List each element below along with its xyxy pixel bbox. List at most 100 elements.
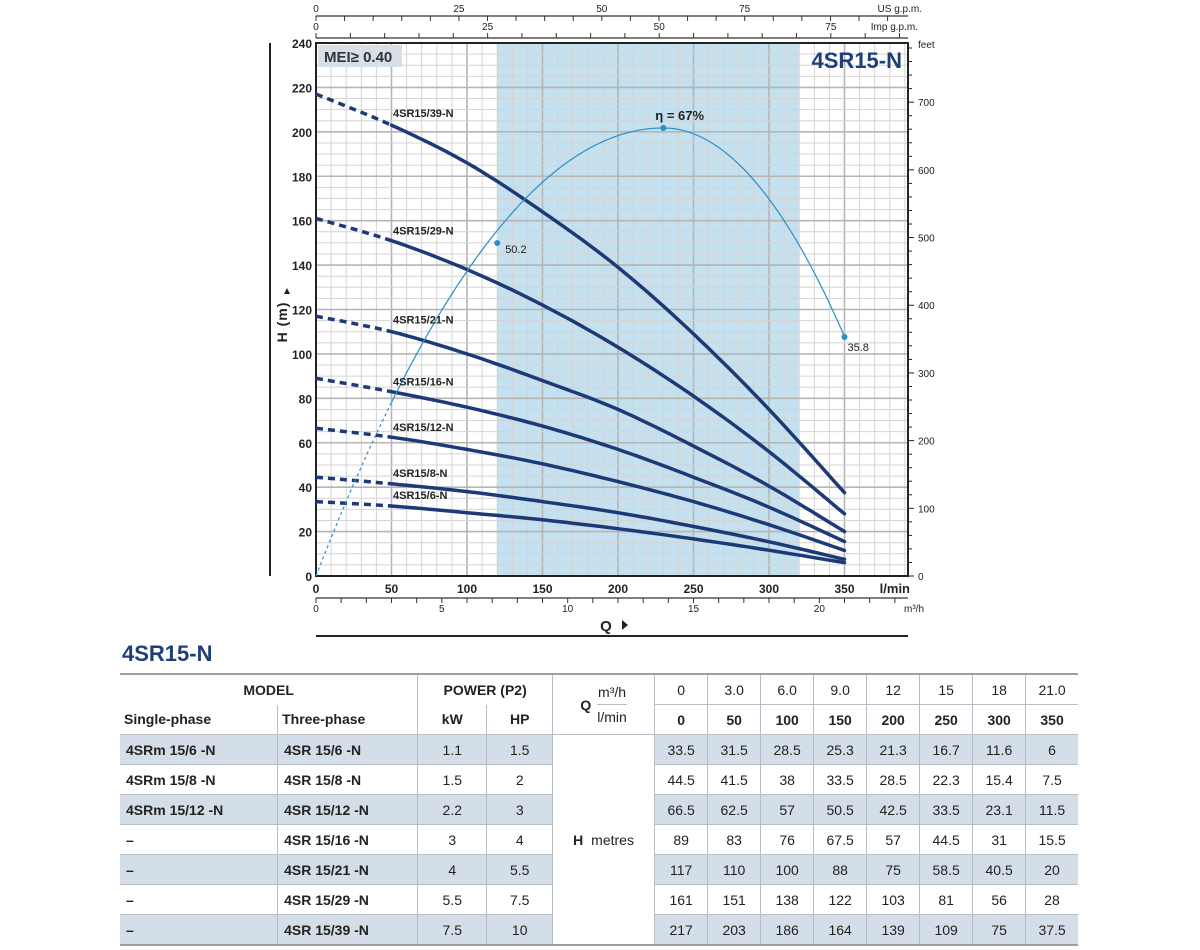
pump-curve-dashed (315, 92, 393, 127)
hp-header: HP (486, 704, 554, 735)
head-value: 138 (760, 884, 815, 915)
head-value: 122 (813, 884, 868, 915)
m3h-value: 0 (654, 673, 709, 705)
x-tick-label: 100 (457, 582, 477, 596)
m3h-value: 6.0 (760, 673, 815, 705)
pump-curve (389, 123, 847, 495)
head-value: 37.5 (1025, 914, 1078, 946)
y-tick-label: 180 (292, 170, 312, 184)
grid (315, 42, 908, 577)
power-hp: 2 (486, 764, 554, 795)
head-value: 11.5 (1025, 794, 1078, 825)
single-phase-model: 4SRm 15/6 -N (120, 734, 279, 765)
us-tick-label: 0 (313, 4, 319, 15)
power-kw: 5.5 (417, 884, 488, 915)
y-tick-label: 100 (292, 348, 312, 362)
power-header: POWER (P2) (417, 673, 554, 705)
m3h-value: 18 (972, 673, 1027, 705)
feet-tick-label: 400 (918, 301, 935, 312)
y-tick-label: 120 (292, 304, 312, 318)
power-kw: 2.2 (417, 794, 488, 825)
m3h-value: 9.0 (813, 673, 868, 705)
head-value: 50.5 (813, 794, 868, 825)
y-tick-label: 220 (292, 81, 312, 95)
single-phase-model: – (120, 884, 279, 915)
power-hp: 3 (486, 794, 554, 825)
head-value: 81 (919, 884, 974, 915)
x-axis-arrow-icon (622, 620, 628, 630)
imp-tick-label: 0 (313, 22, 319, 33)
table-row: 4SRm 15/12 -N 4SR 15/12 -N 2.2 3 66.5 62.5 57 5… (120, 794, 1078, 825)
power-hp: 4 (486, 824, 554, 855)
head-value: 139 (866, 914, 921, 946)
m3h-value: 21.0 (1025, 673, 1078, 705)
x-unit-label: l/min (880, 581, 910, 596)
table-row: –4SR 15/16 -N 3 4 89 83 76 67.5 57 44.5 31 15.5 (120, 824, 1078, 855)
y-axis-arrow-icon (284, 288, 290, 294)
head-value: 15.5 (1025, 824, 1078, 855)
model-header: MODEL (120, 673, 419, 705)
plot-frame (315, 42, 909, 577)
curve-label: 4SR15/8-N (393, 468, 447, 480)
y-tick-label: 80 (299, 392, 313, 406)
head-value: 15.4 (972, 764, 1027, 795)
curve-label: 4SR15/21-N (393, 315, 454, 327)
head-value: 31.5 (707, 734, 762, 765)
kw-header: kW (417, 704, 488, 735)
pump-curve (389, 329, 847, 534)
head-value: 57 (866, 824, 921, 855)
y-tick-label: 200 (292, 126, 312, 140)
head-value: 203 (707, 914, 762, 946)
head-value: 28 (1025, 884, 1078, 915)
feet-tick-label: 600 (918, 166, 935, 177)
m3h-tick-label: 0 (313, 604, 319, 615)
three-phase-model: 4SR 15/12 -N (277, 794, 419, 825)
lmin-value: 300 (972, 704, 1027, 735)
mei-badge-bg (318, 45, 402, 67)
x-tick-label: 300 (759, 582, 779, 596)
head-value: 33.5 (813, 764, 868, 795)
head-value: 16.7 (919, 734, 974, 765)
m3h-value: 12 (866, 673, 921, 705)
m3h-unit: m³/h (597, 680, 627, 705)
feet-unit-label: feet (918, 40, 935, 51)
head-value: 100 (760, 854, 815, 885)
pump-curve-dashed (315, 376, 392, 394)
efficiency-peak-label: η = 67% (655, 108, 704, 123)
single-phase-model: – (120, 914, 279, 946)
y-tick-label: 140 (292, 259, 312, 273)
imp-tick-label: 25 (482, 22, 494, 33)
x-tick-label: 350 (834, 582, 854, 596)
feet-tick-label: 300 (918, 369, 935, 380)
single-phase-model: – (120, 854, 279, 885)
m3h-tick-label: 15 (688, 604, 700, 615)
pump-curve-dashed (315, 499, 392, 508)
power-kw: 4 (417, 854, 488, 885)
imp-tick-label: 50 (654, 22, 666, 33)
table-header-row: Single-phase Three-phase kW HP 0 50 100 150 200 2… (120, 704, 1078, 735)
head-value: 23.1 (972, 794, 1027, 825)
single-phase-model: 4SRm 15/8 -N (120, 764, 279, 795)
pump-curve-dashed (315, 426, 392, 439)
efficiency-point-label-low: 50.2 (505, 244, 526, 256)
head-value: 11.6 (972, 734, 1027, 765)
table-row: –4SR 15/21 -N 4 5.5 117 110 100 88 75 58.5 40.5 20 (120, 854, 1078, 885)
head-value: 66.5 (654, 794, 709, 825)
power-hp: 10 (486, 914, 554, 946)
head-value: 57 (760, 794, 815, 825)
table-title: 4SR15-N (122, 641, 213, 666)
table-row: 4SRm 15/8 -N 4SR 15/8 -N 1.5 2 44.5 41.5 38 33.… (120, 764, 1078, 795)
head-value: 7.5 (1025, 764, 1078, 795)
curve-label: 4SR15/39-N (393, 108, 454, 120)
head-value: 28.5 (866, 764, 921, 795)
y-tick-label: 0 (305, 570, 312, 584)
y-tick-label: 160 (292, 215, 312, 229)
head-value: 67.5 (813, 824, 868, 855)
series-layer (315, 92, 848, 577)
three-phase-model: 4SR 15/29 -N (277, 884, 419, 915)
head-value: 40.5 (972, 854, 1027, 885)
power-hp: 7.5 (486, 884, 554, 915)
head-value: 25.3 (813, 734, 868, 765)
